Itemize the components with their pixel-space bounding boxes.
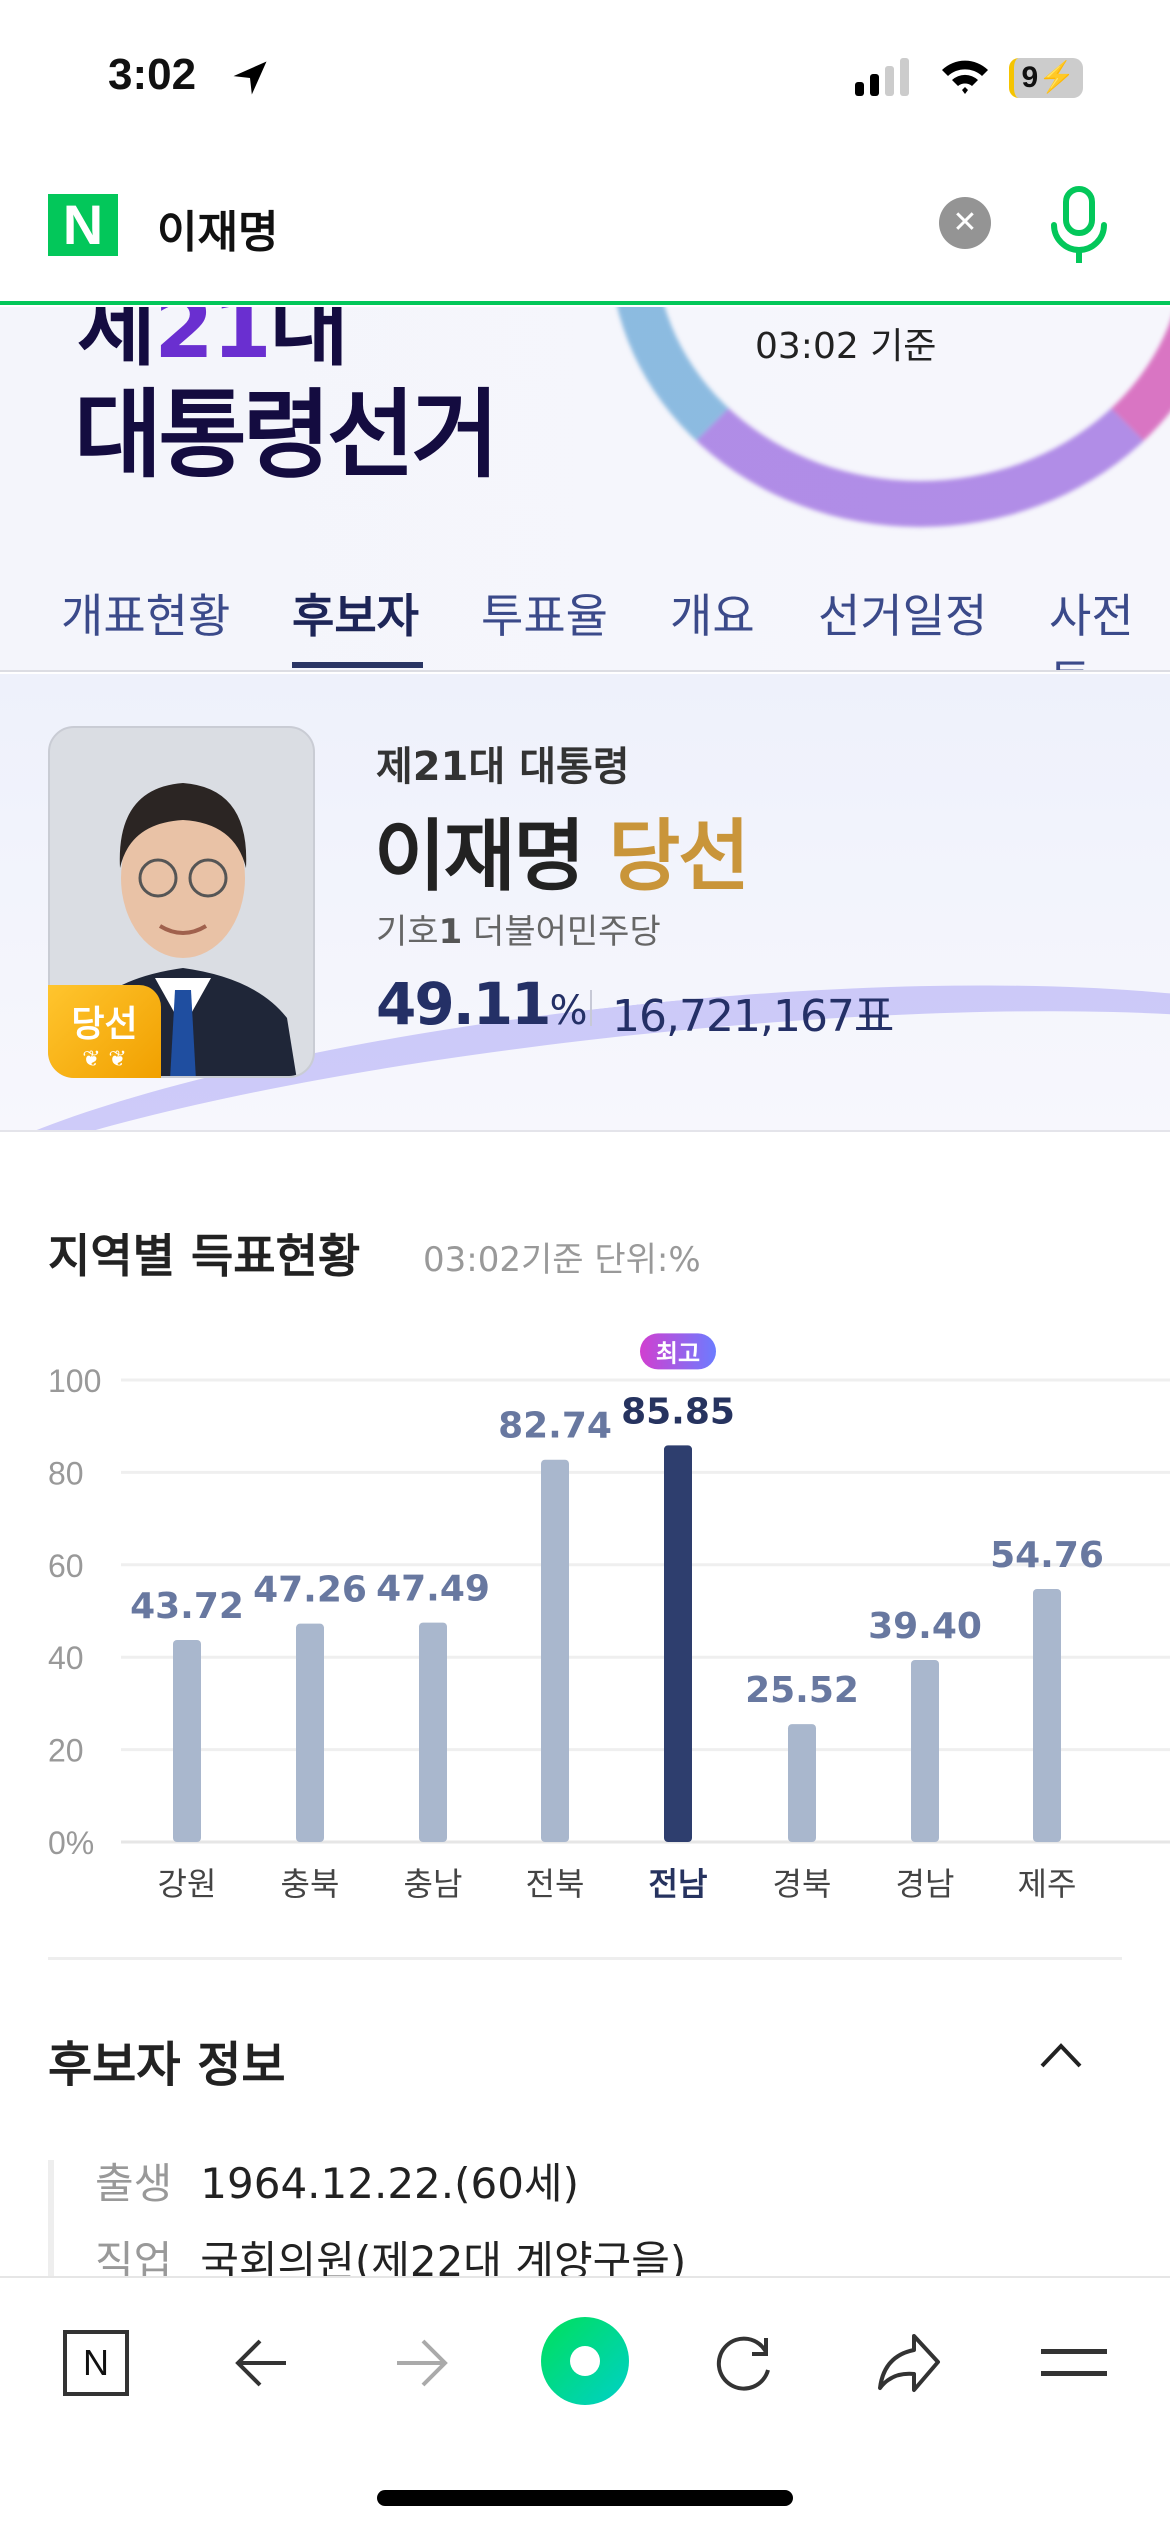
candidate-party: 기호1 더불어민주당 xyxy=(376,912,661,952)
green-dot-icon xyxy=(541,2317,629,2405)
menu-button[interactable] xyxy=(1034,2323,1114,2403)
value-label: 39.40 xyxy=(868,1606,982,1647)
elected-badge: 당선 ❦ ❦ xyxy=(48,985,161,1078)
value-label: 47.49 xyxy=(376,1569,490,1610)
banner-title: 대통령선거 xyxy=(74,379,500,491)
tab-early-voting[interactable]: 사전투 xyxy=(1049,589,1134,670)
x-tick-label: 충남 xyxy=(404,1865,463,1903)
value-label: 25.52 xyxy=(745,1670,859,1711)
bar-강원 xyxy=(173,1640,201,1842)
regional-title: 지역별 득표현황 xyxy=(48,1229,361,1283)
arrow-right-icon xyxy=(397,2339,448,2387)
section-divider xyxy=(48,1957,1122,1960)
top-badge-label: 최고 xyxy=(656,1339,700,1367)
info-left-bar xyxy=(48,2160,54,2280)
tab-candidates[interactable]: 후보자 xyxy=(292,589,419,643)
vote-count: 16,721,167표 xyxy=(612,991,894,1042)
status-time: 3:02 xyxy=(108,50,197,99)
naver-logo[interactable]: N xyxy=(48,194,118,256)
election-banner: 제21대 대통령선거 03:02 기준 개표현황 후보자 투표율 개요 선거일정… xyxy=(0,307,1170,672)
x-tick-label: 제주 xyxy=(1018,1865,1077,1903)
microphone-icon[interactable] xyxy=(1048,185,1110,265)
signal-icon xyxy=(855,58,909,96)
regional-subtitle: 03:02기준 단위:% xyxy=(423,1240,701,1280)
search-input[interactable]: 이재명 xyxy=(157,207,279,258)
value-label: 54.76 xyxy=(990,1535,1104,1576)
y-tick-label: 40 xyxy=(48,1640,84,1676)
tab-overview[interactable]: 개요 xyxy=(670,589,755,643)
bar-충남 xyxy=(419,1622,447,1842)
as-of-time: 03:02 기준 xyxy=(755,326,937,367)
candidate-card: 당선 ❦ ❦ 제21대 대통령 이재명 당선 기호1 더불어민주당 49.11% … xyxy=(0,674,1170,1132)
wifi-icon xyxy=(942,60,988,94)
x-tick-label: 전남 xyxy=(649,1865,708,1903)
home-indicator[interactable] xyxy=(377,2490,793,2506)
search-bar: N 이재명 ✕ xyxy=(0,150,1170,305)
bar-전북 xyxy=(541,1459,569,1842)
share-button[interactable] xyxy=(869,2323,949,2403)
bar-경남 xyxy=(911,1659,939,1842)
battery-level: 9 xyxy=(1021,61,1039,94)
regional-bar-chart: 0% 20 40 60 80 100 43.72 강원 47.26 충북 47.49 충남 82.74 전… xyxy=(48,1333,1170,1903)
arrow-left-icon xyxy=(235,2339,286,2387)
candidate-info-title: 후보자 정보 xyxy=(48,2037,286,2093)
x-tick-label: 전북 xyxy=(526,1865,585,1903)
share-icon xyxy=(878,2334,940,2392)
active-tab-indicator xyxy=(292,662,423,668)
top-badge xyxy=(640,1333,716,1370)
tab-schedule[interactable]: 선거일정 xyxy=(818,589,988,643)
value-label: 43.72 xyxy=(130,1586,244,1627)
y-tick-label: 0% xyxy=(48,1825,94,1861)
bar-전남 xyxy=(664,1445,692,1842)
x-tick-label: 충북 xyxy=(281,1865,340,1903)
y-tick-label: 60 xyxy=(48,1548,84,1584)
election-label: 제21대 대통령 xyxy=(376,744,630,790)
vote-percent: 49.11% xyxy=(376,970,587,1038)
tab-count-status[interactable]: 개표현황 xyxy=(61,589,231,643)
y-tick-label: 20 xyxy=(48,1733,84,1769)
browser-toolbar: N xyxy=(0,2276,1170,2532)
forward-button[interactable] xyxy=(383,2323,463,2403)
green-dot-button[interactable] xyxy=(540,2316,630,2406)
candidate-name: 이재명 당선 xyxy=(374,812,750,902)
back-button[interactable] xyxy=(220,2323,300,2403)
y-tick-label: 100 xyxy=(48,1363,101,1399)
naver-home-button[interactable]: N xyxy=(56,2323,136,2403)
divider xyxy=(590,990,592,1026)
result-label: 당선 xyxy=(608,812,750,902)
naver-n-icon: N xyxy=(63,2330,129,2396)
value-label: 85.85 xyxy=(621,1391,735,1432)
x-tick-label: 경북 xyxy=(773,1865,832,1903)
tab-bar: 개표현황 후보자 투표율 개요 선거일정 사전투 xyxy=(0,572,1170,670)
y-tick-label: 80 xyxy=(48,1455,84,1491)
bar-경북 xyxy=(788,1724,816,1842)
tab-turnout[interactable]: 투표율 xyxy=(481,589,608,643)
x-tick-label: 경남 xyxy=(896,1865,955,1903)
reload-button[interactable] xyxy=(705,2323,785,2403)
banner-title-line1: 제21대 xyxy=(77,307,349,378)
info-row-birth: 출생 1964.12.22.(60세) xyxy=(95,2159,579,2208)
clear-icon[interactable]: ✕ xyxy=(939,197,991,249)
x-tick-label: 강원 xyxy=(158,1865,217,1903)
menu-icon xyxy=(1041,2349,1107,2376)
chevron-up-icon[interactable] xyxy=(1038,2040,1084,2070)
bar-제주 xyxy=(1033,1589,1061,1842)
location-arrow-icon xyxy=(233,61,267,95)
value-label: 82.74 xyxy=(498,1406,612,1447)
value-label: 47.26 xyxy=(253,1570,367,1611)
battery-icon: 9⚡ xyxy=(1009,58,1083,98)
bar-충북 xyxy=(296,1623,324,1842)
reload-icon xyxy=(716,2336,770,2391)
